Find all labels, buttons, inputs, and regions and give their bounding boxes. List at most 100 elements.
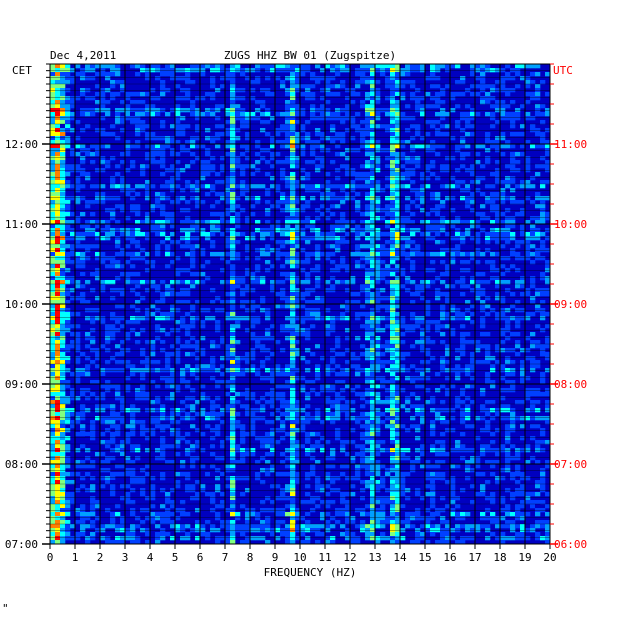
heat-cell bbox=[485, 460, 491, 465]
heat-cell bbox=[285, 140, 291, 145]
heat-cell bbox=[290, 460, 296, 465]
heat-cell bbox=[385, 296, 391, 301]
heat-cell bbox=[470, 252, 476, 257]
heat-cell bbox=[435, 196, 441, 201]
heat-cell bbox=[440, 324, 446, 329]
heat-cell bbox=[80, 72, 86, 77]
heat-cell bbox=[425, 376, 431, 381]
heat-cell bbox=[235, 108, 241, 113]
heat-cell bbox=[125, 384, 131, 389]
heat-cell bbox=[285, 120, 291, 125]
heat-cell bbox=[120, 80, 126, 85]
heat-cell bbox=[400, 116, 406, 121]
heat-cell bbox=[170, 212, 176, 217]
heat-cell bbox=[455, 348, 461, 353]
heat-cell bbox=[290, 80, 296, 85]
heat-cell bbox=[270, 248, 276, 253]
heat-cell bbox=[430, 432, 436, 437]
heat-cell bbox=[530, 300, 536, 305]
heat-cell bbox=[470, 356, 476, 361]
heat-cell bbox=[350, 124, 356, 129]
heat-cell bbox=[200, 264, 206, 269]
heat-cell bbox=[375, 68, 381, 73]
heat-cell bbox=[315, 184, 321, 189]
heat-cell bbox=[55, 404, 61, 409]
heat-cell bbox=[360, 104, 366, 109]
heat-cell bbox=[500, 200, 506, 205]
heat-cell bbox=[105, 384, 111, 389]
heat-cell bbox=[310, 268, 316, 273]
heat-cell bbox=[125, 112, 131, 117]
heat-cell bbox=[290, 324, 296, 329]
heat-cell bbox=[340, 188, 346, 193]
heat-cell bbox=[280, 168, 286, 173]
heat-cell bbox=[415, 376, 421, 381]
heat-cell bbox=[175, 352, 181, 357]
heat-cell bbox=[195, 368, 201, 373]
heat-cell bbox=[230, 436, 236, 441]
heat-cell bbox=[380, 376, 386, 381]
heat-cell bbox=[460, 416, 466, 421]
heat-cell bbox=[445, 124, 451, 129]
heat-cell bbox=[375, 260, 381, 265]
heat-cell bbox=[390, 392, 396, 397]
heat-cell bbox=[430, 148, 436, 153]
heat-cell bbox=[70, 388, 76, 393]
heat-cell bbox=[330, 160, 336, 165]
heat-cell bbox=[370, 156, 376, 161]
heat-cell bbox=[365, 432, 371, 437]
heat-cell bbox=[435, 412, 441, 417]
heat-cell bbox=[60, 208, 66, 213]
heat-cell bbox=[230, 332, 236, 337]
heat-cell bbox=[305, 308, 311, 313]
heat-cell bbox=[495, 448, 501, 453]
heat-cell bbox=[290, 212, 296, 217]
heat-cell bbox=[150, 136, 156, 141]
heat-cell bbox=[160, 196, 166, 201]
heat-cell bbox=[345, 96, 351, 101]
heat-cell bbox=[170, 124, 176, 129]
heat-cell bbox=[290, 292, 296, 297]
heat-cell bbox=[350, 416, 356, 421]
heat-cell bbox=[315, 392, 321, 397]
heat-cell bbox=[370, 220, 376, 225]
heat-cell bbox=[340, 84, 346, 89]
heat-cell bbox=[320, 308, 326, 313]
heat-cell bbox=[55, 392, 61, 397]
heat-cell bbox=[465, 88, 471, 93]
heat-cell bbox=[245, 368, 251, 373]
heat-cell bbox=[275, 184, 281, 189]
heat-cell bbox=[335, 416, 341, 421]
heat-cell bbox=[335, 408, 341, 413]
heat-cell bbox=[270, 376, 276, 381]
heat-cell bbox=[305, 368, 311, 373]
heat-cell bbox=[365, 280, 371, 285]
heat-cell bbox=[525, 312, 531, 317]
heat-cell bbox=[100, 168, 106, 173]
heat-cell bbox=[135, 184, 141, 189]
heat-cell bbox=[50, 300, 56, 305]
heat-cell bbox=[80, 68, 86, 73]
heat-cell bbox=[305, 312, 311, 317]
heat-cell bbox=[110, 312, 116, 317]
heat-cell bbox=[175, 388, 181, 393]
heat-cell bbox=[225, 484, 231, 489]
heat-cell bbox=[520, 280, 526, 285]
heat-cell bbox=[280, 292, 286, 297]
heat-cell bbox=[245, 268, 251, 273]
heat-cell bbox=[120, 416, 126, 421]
heat-cell bbox=[135, 340, 141, 345]
heat-cell bbox=[485, 136, 491, 141]
heat-cell bbox=[400, 424, 406, 429]
heat-cell bbox=[185, 148, 191, 153]
heat-cell bbox=[500, 316, 506, 321]
heat-cell bbox=[170, 76, 176, 81]
heat-cell bbox=[90, 152, 96, 157]
heat-cell bbox=[175, 128, 181, 133]
heat-cell bbox=[480, 176, 486, 181]
heat-cell bbox=[395, 76, 401, 81]
heat-cell bbox=[50, 84, 56, 89]
heat-cell bbox=[255, 280, 261, 285]
heat-cell bbox=[280, 128, 286, 133]
heat-cell bbox=[365, 456, 371, 461]
